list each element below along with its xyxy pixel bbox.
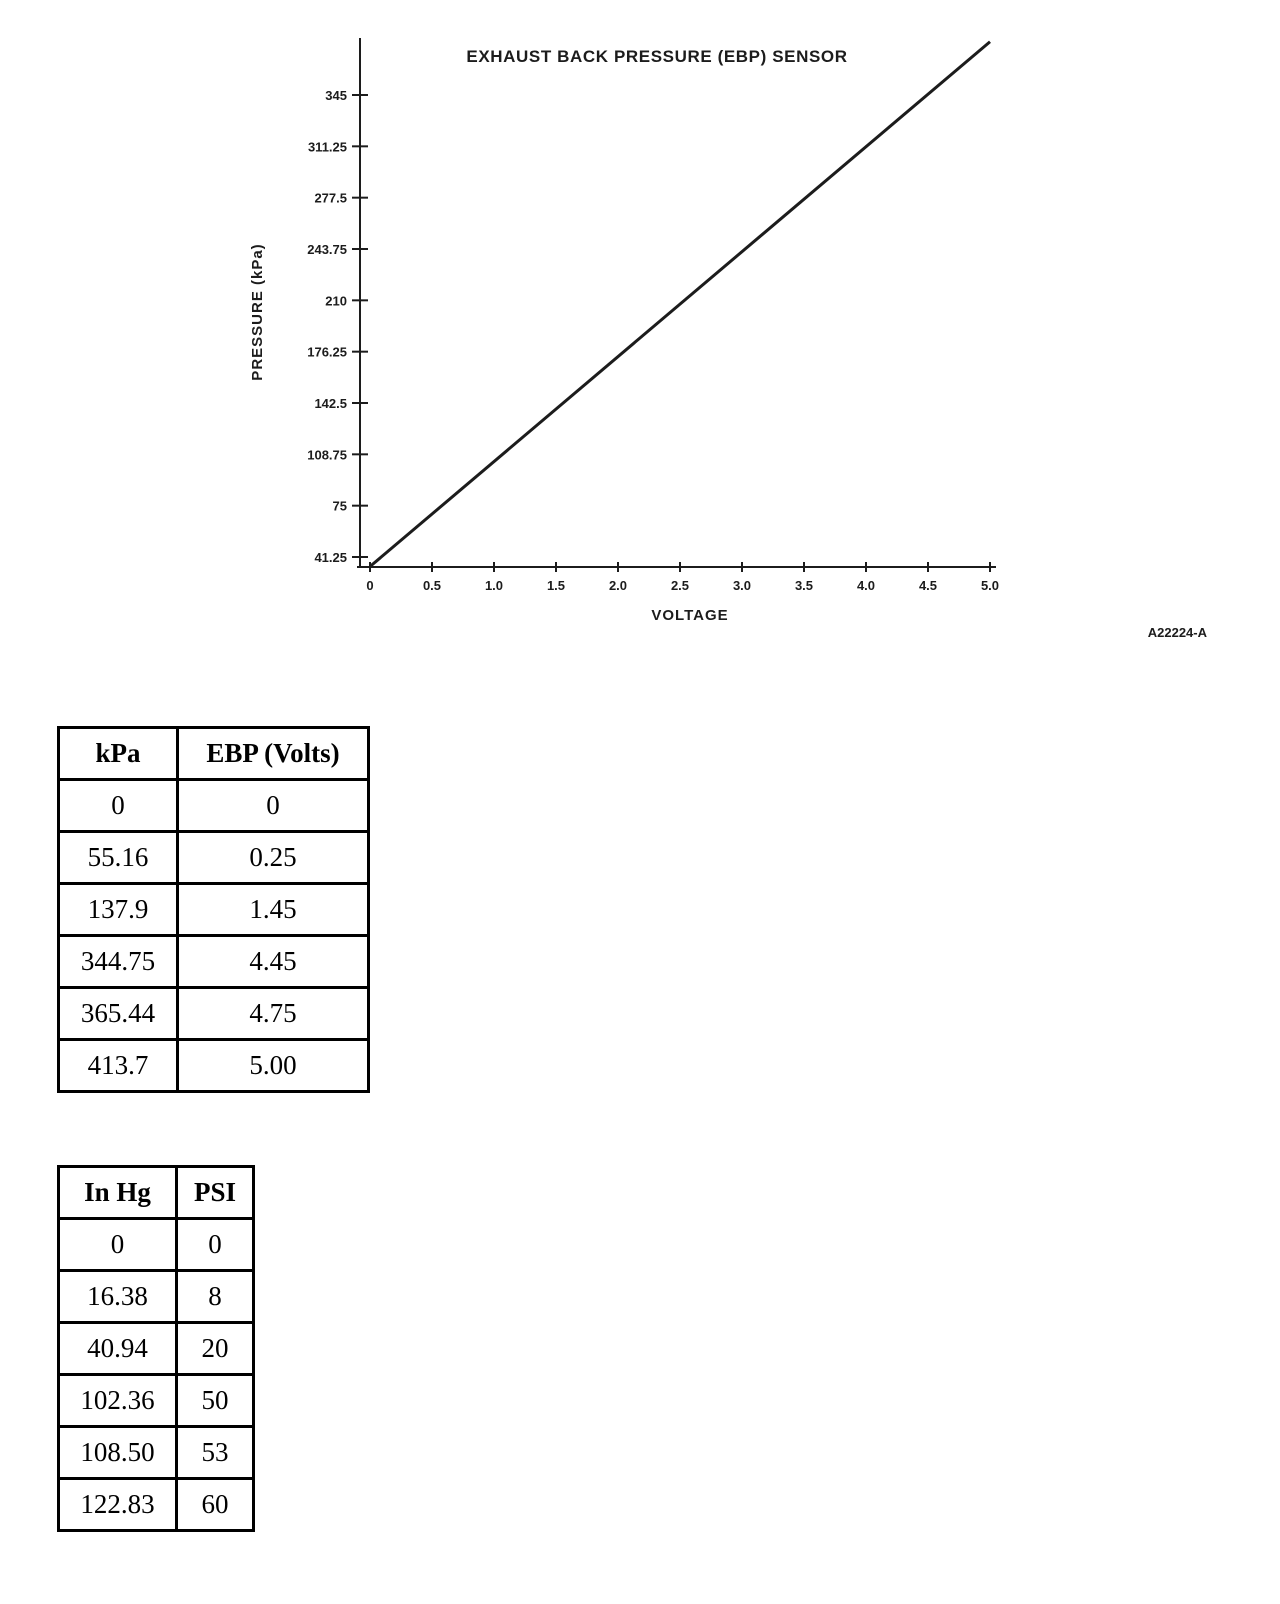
y-tick-label: 345: [325, 88, 347, 103]
psi-value: 8: [175, 1269, 255, 1324]
psi-value: 0: [175, 1217, 255, 1272]
psi-value: 50: [175, 1373, 255, 1428]
inhg-value: 122.83: [57, 1477, 178, 1532]
table-row: 102.36 50: [57, 1373, 255, 1428]
y-tick-label: 210: [325, 293, 347, 308]
volts-value: 4.75: [176, 986, 370, 1041]
table-row: 0 0: [57, 778, 370, 833]
y-tick-label: 176.25: [307, 345, 347, 360]
ebp-sensor-chart: EXHAUST BACK PRESSURE (EBP) SENSOR PRESS…: [249, 38, 1208, 640]
x-tick-label: 1.5: [547, 578, 565, 593]
kpa-value: 55.16: [57, 830, 179, 885]
ebp-volts-column-header: EBP (Volts): [176, 726, 370, 781]
inhg-value: 102.36: [57, 1373, 178, 1428]
volts-value: 5.00: [176, 1038, 370, 1093]
table-row: 122.83 60: [57, 1477, 255, 1532]
table-row: 365.44 4.75: [57, 986, 370, 1041]
table-row: 137.9 1.45: [57, 882, 370, 937]
x-tick-label: 5.0: [981, 578, 999, 593]
volts-value: 1.45: [176, 882, 370, 937]
psi-column-header: PSI: [175, 1165, 255, 1220]
x-tick-label: 3.5: [795, 578, 813, 593]
table-header-row: kPa EBP (Volts): [57, 726, 370, 781]
inhg-column-header: In Hg: [57, 1165, 178, 1220]
table-row: 344.75 4.45: [57, 934, 370, 989]
x-tick-label: 2.5: [671, 578, 689, 593]
inhg-psi-table: In Hg PSI 0 0 16.38 8 40.94 20 102.36 50: [57, 1165, 255, 1532]
y-tick-label: 75: [333, 499, 347, 514]
kpa-value: 0: [57, 778, 179, 833]
volts-value: 0.25: [176, 830, 370, 885]
x-tick-label: 4.5: [919, 578, 937, 593]
table-row: 40.94 20: [57, 1321, 255, 1376]
inhg-value: 0: [57, 1217, 178, 1272]
x-tick-label: 1.0: [485, 578, 503, 593]
table-row: 413.7 5.00: [57, 1038, 370, 1093]
y-tick-label: 41.25: [314, 550, 347, 565]
table-row: 108.50 53: [57, 1425, 255, 1480]
psi-value: 20: [175, 1321, 255, 1376]
table-header-row: In Hg PSI: [57, 1165, 255, 1220]
y-tick-label: 311.25: [308, 139, 347, 154]
inhg-value: 108.50: [57, 1425, 178, 1480]
inhg-value: 40.94: [57, 1321, 178, 1376]
table-row: 0 0: [57, 1217, 255, 1272]
kpa-value: 344.75: [57, 934, 179, 989]
volts-value: 4.45: [176, 934, 370, 989]
chart-title: EXHAUST BACK PRESSURE (EBP) SENSOR: [466, 47, 847, 66]
psi-value: 53: [175, 1425, 255, 1480]
x-tick-label: 4.0: [857, 578, 875, 593]
y-tick-label: 108.75: [307, 447, 347, 462]
kpa-volts-table: kPa EBP (Volts) 0 0 55.16 0.25 137.9 1.4…: [57, 726, 370, 1093]
y-tick-label: 243.75: [307, 242, 347, 257]
kpa-value: 365.44: [57, 986, 179, 1041]
chart-axes: [357, 38, 996, 568]
x-tick-label: 3.0: [733, 578, 751, 593]
y-tick-label: 142.5: [314, 396, 347, 411]
kpa-column-header: kPa: [57, 726, 179, 781]
y-axis-label: PRESSURE (kPa): [249, 243, 266, 380]
psi-value: 60: [175, 1477, 255, 1532]
volts-value: 0: [176, 778, 370, 833]
x-tick-label: 0.5: [423, 578, 441, 593]
series-line: [369, 40, 991, 568]
kpa-value: 413.7: [57, 1038, 179, 1093]
kpa-value: 137.9: [57, 882, 179, 937]
figure-reference-label: A22224-A: [1148, 625, 1208, 640]
x-tick-label: 0: [366, 578, 373, 593]
y-tick-label: 277.5: [314, 191, 347, 206]
table-row: 55.16 0.25: [57, 830, 370, 885]
inhg-value: 16.38: [57, 1269, 178, 1324]
table-row: 16.38 8: [57, 1269, 255, 1324]
x-tick-label: 2.0: [609, 578, 627, 593]
chart-series: [369, 40, 991, 568]
chart-ticks: 41.25 75 108.75 142.5 176.25 210 243.75 277.5 31…: [307, 88, 999, 593]
x-axis-label: VOLTAGE: [651, 607, 728, 624]
